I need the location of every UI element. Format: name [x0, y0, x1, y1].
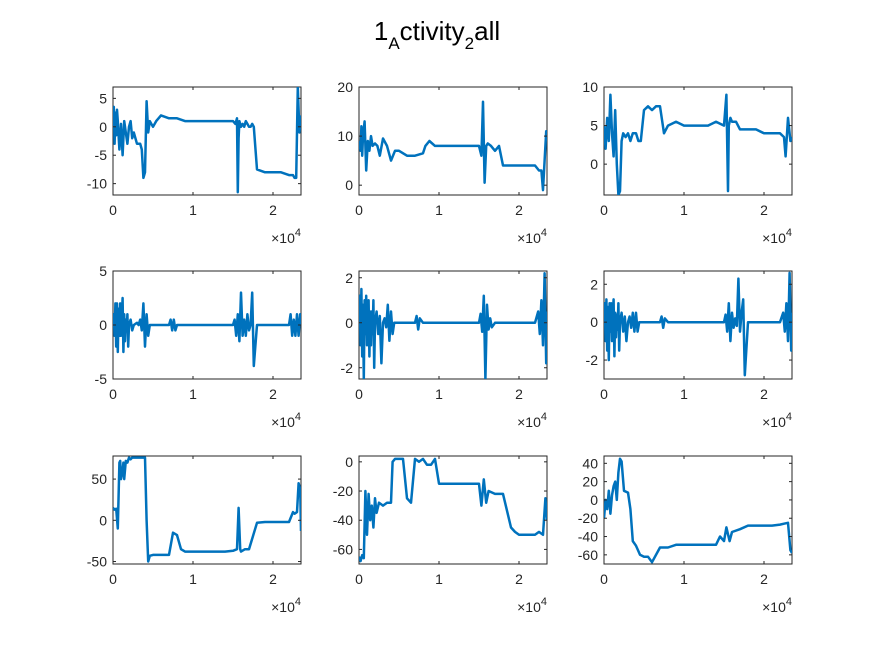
x-exponent-label: ×104 [762, 411, 792, 430]
y-tick-label: 10 [337, 128, 353, 144]
x-tick-label: 2 [760, 386, 768, 402]
x-tick-label: 1 [435, 571, 443, 587]
x-tick-label: 1 [435, 386, 443, 402]
y-tick-label: 2 [590, 276, 598, 292]
y-tick-label: 5 [590, 118, 598, 134]
y-tick-label: 2 [345, 270, 353, 286]
x-tick-label: 2 [760, 202, 768, 218]
x-tick-label: 0 [109, 202, 117, 218]
series-line [604, 271, 792, 377]
x-exponent-label: ×104 [271, 227, 301, 246]
series-line [604, 93, 792, 195]
y-tick-label: 0 [99, 317, 107, 333]
y-tick-label: -60 [578, 547, 598, 563]
x-tick-label: 2 [269, 386, 277, 402]
y-tick-label: -2 [586, 352, 599, 368]
y-tick-label: 0 [345, 454, 353, 470]
y-tick-label: -20 [333, 483, 353, 499]
y-tick-label: 0 [590, 156, 598, 172]
x-tick-label: 0 [355, 386, 363, 402]
x-tick-label: 0 [109, 386, 117, 402]
series-line [113, 291, 301, 368]
x-tick-label: 1 [189, 386, 197, 402]
x-exponent-label: ×104 [762, 227, 792, 246]
x-tick-label: 2 [269, 571, 277, 587]
y-tick-label: 40 [582, 455, 598, 471]
x-tick-label: 2 [760, 571, 768, 587]
x-tick-label: 1 [680, 386, 688, 402]
x-tick-label: 0 [109, 571, 117, 587]
subplot-8: 0 1 2 -60 -40 -20 0 ×104 [333, 454, 548, 615]
x-tick-label: 0 [355, 571, 363, 587]
x-tick-label: 2 [515, 202, 523, 218]
y-tick-label: -2 [341, 360, 354, 376]
x-tick-label: 2 [515, 386, 523, 402]
y-tick-label: 0 [590, 492, 598, 508]
y-tick-label: -40 [333, 512, 353, 528]
y-tick-label: -20 [578, 510, 598, 526]
y-tick-label: 5 [99, 263, 107, 279]
series-line [359, 272, 547, 379]
x-exponent-label: ×104 [271, 596, 301, 615]
y-tick-label: 50 [91, 471, 107, 487]
axes-box [112, 86, 302, 196]
x-tick-label: 1 [435, 202, 443, 218]
y-tick-label: 5 [99, 90, 107, 106]
y-tick-label: -5 [95, 371, 108, 387]
x-tick-label: 1 [189, 571, 197, 587]
series-line [113, 456, 301, 563]
y-tick-label: 20 [337, 79, 353, 95]
series-line [604, 457, 792, 564]
subplot-5: 0 1 2-202×104 [341, 270, 548, 430]
x-tick-label: 0 [355, 202, 363, 218]
y-tick-label: 0 [590, 314, 598, 330]
subplot-4: 0 1 2-505×104 [95, 263, 302, 430]
x-tick-label: 2 [269, 202, 277, 218]
x-tick-label: 0 [600, 386, 608, 402]
subplot-1: 0 1 2 -10 -5 0 5 ×104 [87, 86, 302, 246]
y-tick-label: -50 [87, 554, 107, 570]
x-exponent-label: ×104 [762, 596, 792, 615]
x-tick-label: 2 [515, 571, 523, 587]
y-tick-label: 0 [345, 177, 353, 193]
y-tick-label: -5 [95, 147, 108, 163]
subplot-6: 0 1 2 -2 0 2 ×104 [586, 270, 793, 430]
y-tick-label: 10 [582, 79, 598, 95]
x-tick-label: 0 [600, 571, 608, 587]
x-exponent-label: ×104 [517, 596, 547, 615]
y-tick-label: 0 [99, 119, 107, 135]
y-tick-label: -10 [87, 176, 107, 192]
x-exponent-label: ×104 [517, 411, 547, 430]
y-tick-label: 0 [99, 512, 107, 528]
series-line [113, 87, 301, 194]
figure-title: 1Activity2all [374, 16, 500, 53]
subplot-3: 0 1 2 0 5 10 ×104 [582, 79, 793, 246]
x-tick-label: 1 [189, 202, 197, 218]
y-tick-label: 0 [345, 315, 353, 331]
y-tick-label: 20 [582, 474, 598, 490]
x-tick-label: 1 [680, 571, 688, 587]
x-tick-label: 0 [600, 202, 608, 218]
subplot-9: 0 1 2 -60 -40 -20 0 20 40 ×104 [578, 455, 793, 615]
series-line [359, 457, 547, 563]
y-tick-label: -40 [578, 529, 598, 545]
x-exponent-label: ×104 [517, 227, 547, 246]
x-tick-label: 1 [680, 202, 688, 218]
series-line [359, 100, 547, 192]
x-exponent-label: ×104 [271, 411, 301, 430]
y-tick-label: -60 [333, 541, 353, 557]
